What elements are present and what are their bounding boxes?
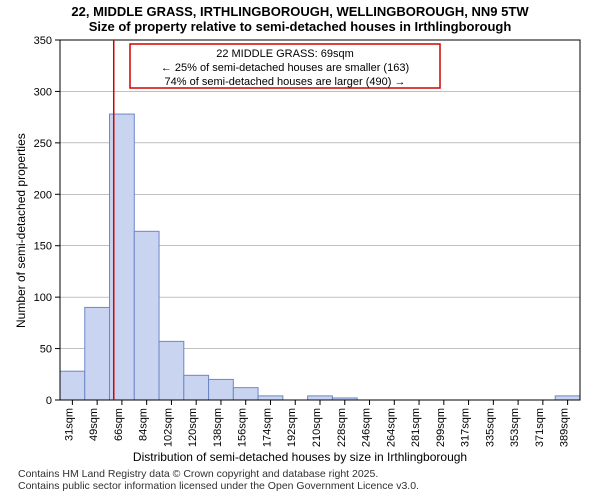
x-tick-label: 84sqm — [138, 408, 150, 441]
x-tick-label: 174sqm — [261, 408, 273, 447]
x-tick-label: 228sqm — [336, 408, 348, 447]
histogram-bar — [258, 396, 283, 400]
svg-text:0: 0 — [46, 395, 52, 407]
x-tick-label: 281sqm — [410, 408, 422, 447]
svg-text:150: 150 — [34, 241, 52, 253]
histogram-bar — [184, 375, 209, 400]
svg-text:350: 350 — [34, 35, 52, 47]
x-axis-label: Distribution of semi-detached houses by … — [0, 450, 600, 464]
footer-line-1: Contains HM Land Registry data © Crown c… — [18, 468, 600, 480]
x-tick-label: 49sqm — [88, 408, 100, 441]
histogram-bar — [555, 396, 580, 400]
svg-text:250: 250 — [34, 138, 52, 150]
x-tick-label: 353sqm — [509, 408, 521, 447]
histogram-bar — [85, 307, 110, 400]
svg-text:100: 100 — [34, 292, 52, 304]
histogram-bar — [209, 379, 234, 400]
svg-text:50: 50 — [40, 344, 52, 356]
x-tick-label: 192sqm — [286, 408, 298, 447]
x-tick-label: 299sqm — [435, 408, 447, 447]
histogram-bar — [308, 396, 333, 400]
svg-text:300: 300 — [34, 86, 52, 98]
histogram-bar — [60, 371, 85, 400]
x-tick-label: 138sqm — [212, 408, 224, 447]
x-tick-label: 264sqm — [385, 408, 397, 447]
footer: Contains HM Land Registry data © Crown c… — [18, 468, 600, 492]
annotation-text: 74% of semi-detached houses are larger (… — [165, 76, 406, 88]
x-tick-label: 102sqm — [162, 408, 174, 447]
x-tick-label: 66sqm — [113, 408, 125, 441]
y-axis-label: Number of semi-detached properties — [14, 133, 28, 328]
chart-area: Number of semi-detached properties 0 50 10… — [0, 0, 600, 448]
svg-text:200: 200 — [34, 189, 52, 201]
x-tick-label: 335sqm — [484, 408, 496, 447]
footer-line-2: Contains public sector information licen… — [18, 480, 600, 492]
x-tick-label: 156sqm — [237, 408, 249, 447]
x-tick-label: 317sqm — [460, 408, 472, 447]
x-tick-label: 246sqm — [361, 408, 373, 447]
annotation-text: 22 MIDDLE GRASS: 69sqm — [216, 48, 354, 60]
histogram-bar — [233, 388, 258, 400]
histogram-svg: 0 50 100 150 200 250 300 350 31sqm 49sqm 66sqm 84sq… — [0, 0, 600, 448]
annotation-text: ← 25% of semi-detached houses are smalle… — [161, 62, 409, 74]
x-tick-label: 120sqm — [187, 408, 199, 447]
histogram-bar — [159, 341, 184, 400]
x-tick-label: 371sqm — [534, 408, 546, 447]
x-tick-label: 210sqm — [311, 408, 323, 447]
x-tick-label: 389sqm — [559, 408, 571, 447]
x-tick-label: 31sqm — [63, 408, 75, 441]
histogram-bar — [134, 231, 159, 400]
